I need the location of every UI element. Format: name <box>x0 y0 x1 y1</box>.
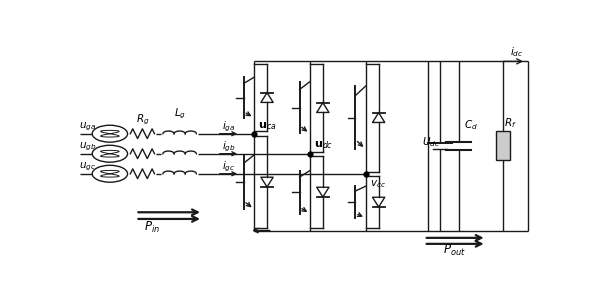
Text: $i_{gc}$: $i_{gc}$ <box>222 159 235 174</box>
Text: $P_{out}$: $P_{out}$ <box>443 243 466 258</box>
Text: $\mathbf{u}_{dc}$: $\mathbf{u}_{dc}$ <box>314 139 334 151</box>
Text: $R_g$: $R_g$ <box>136 113 149 127</box>
Text: $L_g$: $L_g$ <box>173 107 185 121</box>
Text: $u_{gb}$: $u_{gb}$ <box>79 140 96 153</box>
Text: $C_d$: $C_d$ <box>464 118 478 132</box>
Bar <box>496 131 510 160</box>
Text: $v_{cc}$: $v_{cc}$ <box>370 178 386 190</box>
Text: $u_{ga}$: $u_{ga}$ <box>79 120 96 133</box>
Text: $R_f$: $R_f$ <box>504 116 517 130</box>
Text: $U_{dc}$: $U_{dc}$ <box>422 135 440 149</box>
Text: $i_{dc}$: $i_{dc}$ <box>510 45 523 58</box>
Text: $u_{gc}$: $u_{gc}$ <box>79 160 96 173</box>
Text: $i_{gb}$: $i_{gb}$ <box>221 139 235 154</box>
Text: $\mathbf{u}_{ca}$: $\mathbf{u}_{ca}$ <box>258 120 276 132</box>
Text: $i_{ga}$: $i_{ga}$ <box>222 119 235 134</box>
Text: $P_{in}$: $P_{in}$ <box>144 220 160 235</box>
